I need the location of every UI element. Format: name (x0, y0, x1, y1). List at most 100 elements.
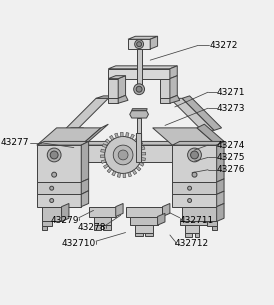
Polygon shape (172, 145, 217, 182)
Polygon shape (217, 142, 224, 182)
Text: 43271: 43271 (217, 88, 245, 97)
Circle shape (50, 199, 54, 203)
Polygon shape (207, 221, 217, 226)
Text: 43275: 43275 (217, 153, 245, 162)
Polygon shape (145, 232, 153, 236)
Polygon shape (160, 79, 170, 98)
Polygon shape (72, 142, 214, 145)
Polygon shape (128, 36, 158, 39)
Polygon shape (64, 98, 108, 130)
Polygon shape (217, 203, 224, 221)
Polygon shape (170, 76, 177, 98)
Circle shape (188, 148, 201, 162)
Polygon shape (135, 137, 139, 142)
Polygon shape (136, 133, 141, 162)
Text: 432711: 432711 (180, 216, 214, 225)
Polygon shape (108, 66, 177, 69)
Circle shape (136, 86, 142, 92)
Polygon shape (212, 226, 217, 230)
Polygon shape (125, 207, 162, 217)
Polygon shape (117, 173, 121, 178)
Polygon shape (197, 124, 224, 145)
Polygon shape (118, 76, 125, 98)
Circle shape (188, 199, 192, 203)
Polygon shape (110, 135, 114, 140)
Polygon shape (128, 39, 150, 49)
Text: 43278: 43278 (77, 223, 106, 232)
Polygon shape (37, 194, 81, 207)
Polygon shape (81, 191, 89, 207)
Text: 43277: 43277 (1, 138, 30, 147)
Polygon shape (101, 160, 106, 163)
Polygon shape (118, 95, 128, 103)
Polygon shape (141, 152, 146, 155)
Circle shape (134, 84, 144, 95)
Polygon shape (103, 225, 111, 230)
Polygon shape (170, 95, 180, 103)
Polygon shape (107, 168, 112, 173)
Polygon shape (137, 118, 141, 133)
Polygon shape (37, 128, 101, 145)
Polygon shape (123, 173, 126, 178)
Circle shape (50, 186, 54, 190)
Circle shape (192, 172, 197, 177)
Circle shape (118, 150, 128, 160)
Polygon shape (81, 179, 89, 194)
Polygon shape (89, 207, 116, 217)
Polygon shape (101, 155, 105, 158)
Polygon shape (126, 133, 129, 137)
Text: 43274: 43274 (217, 141, 245, 150)
Polygon shape (172, 194, 217, 207)
Polygon shape (108, 79, 118, 98)
Polygon shape (37, 142, 89, 145)
Polygon shape (182, 96, 222, 130)
Polygon shape (108, 98, 118, 103)
Polygon shape (130, 134, 135, 139)
Polygon shape (62, 203, 69, 221)
Polygon shape (170, 66, 177, 79)
Polygon shape (37, 182, 81, 194)
Circle shape (52, 172, 57, 177)
Polygon shape (137, 49, 142, 84)
Polygon shape (135, 225, 153, 232)
Polygon shape (141, 158, 145, 161)
Polygon shape (128, 172, 132, 177)
Polygon shape (42, 226, 47, 230)
Circle shape (105, 137, 142, 174)
Text: 43272: 43272 (209, 41, 238, 50)
Polygon shape (140, 146, 145, 150)
Polygon shape (153, 128, 217, 145)
Polygon shape (150, 36, 158, 49)
Polygon shape (217, 191, 224, 207)
Polygon shape (102, 144, 107, 148)
Text: 43276: 43276 (217, 165, 245, 174)
Polygon shape (42, 221, 52, 226)
Polygon shape (160, 98, 170, 103)
Polygon shape (108, 76, 125, 79)
Polygon shape (81, 124, 108, 145)
Polygon shape (64, 128, 84, 130)
Polygon shape (138, 141, 143, 146)
Polygon shape (130, 217, 158, 225)
Polygon shape (115, 133, 118, 138)
Circle shape (191, 151, 198, 159)
Polygon shape (139, 162, 144, 166)
Circle shape (50, 151, 58, 159)
Polygon shape (180, 221, 217, 225)
Polygon shape (207, 142, 214, 162)
Polygon shape (101, 149, 105, 152)
Polygon shape (130, 111, 149, 118)
Polygon shape (170, 98, 214, 130)
Polygon shape (104, 164, 108, 169)
Circle shape (47, 148, 61, 162)
Circle shape (137, 42, 142, 47)
Circle shape (113, 145, 133, 165)
Polygon shape (172, 142, 224, 145)
Polygon shape (136, 166, 141, 171)
Polygon shape (158, 213, 165, 225)
Polygon shape (132, 109, 147, 111)
Polygon shape (93, 217, 111, 225)
Polygon shape (81, 142, 89, 182)
Polygon shape (195, 232, 199, 238)
Polygon shape (132, 170, 137, 174)
